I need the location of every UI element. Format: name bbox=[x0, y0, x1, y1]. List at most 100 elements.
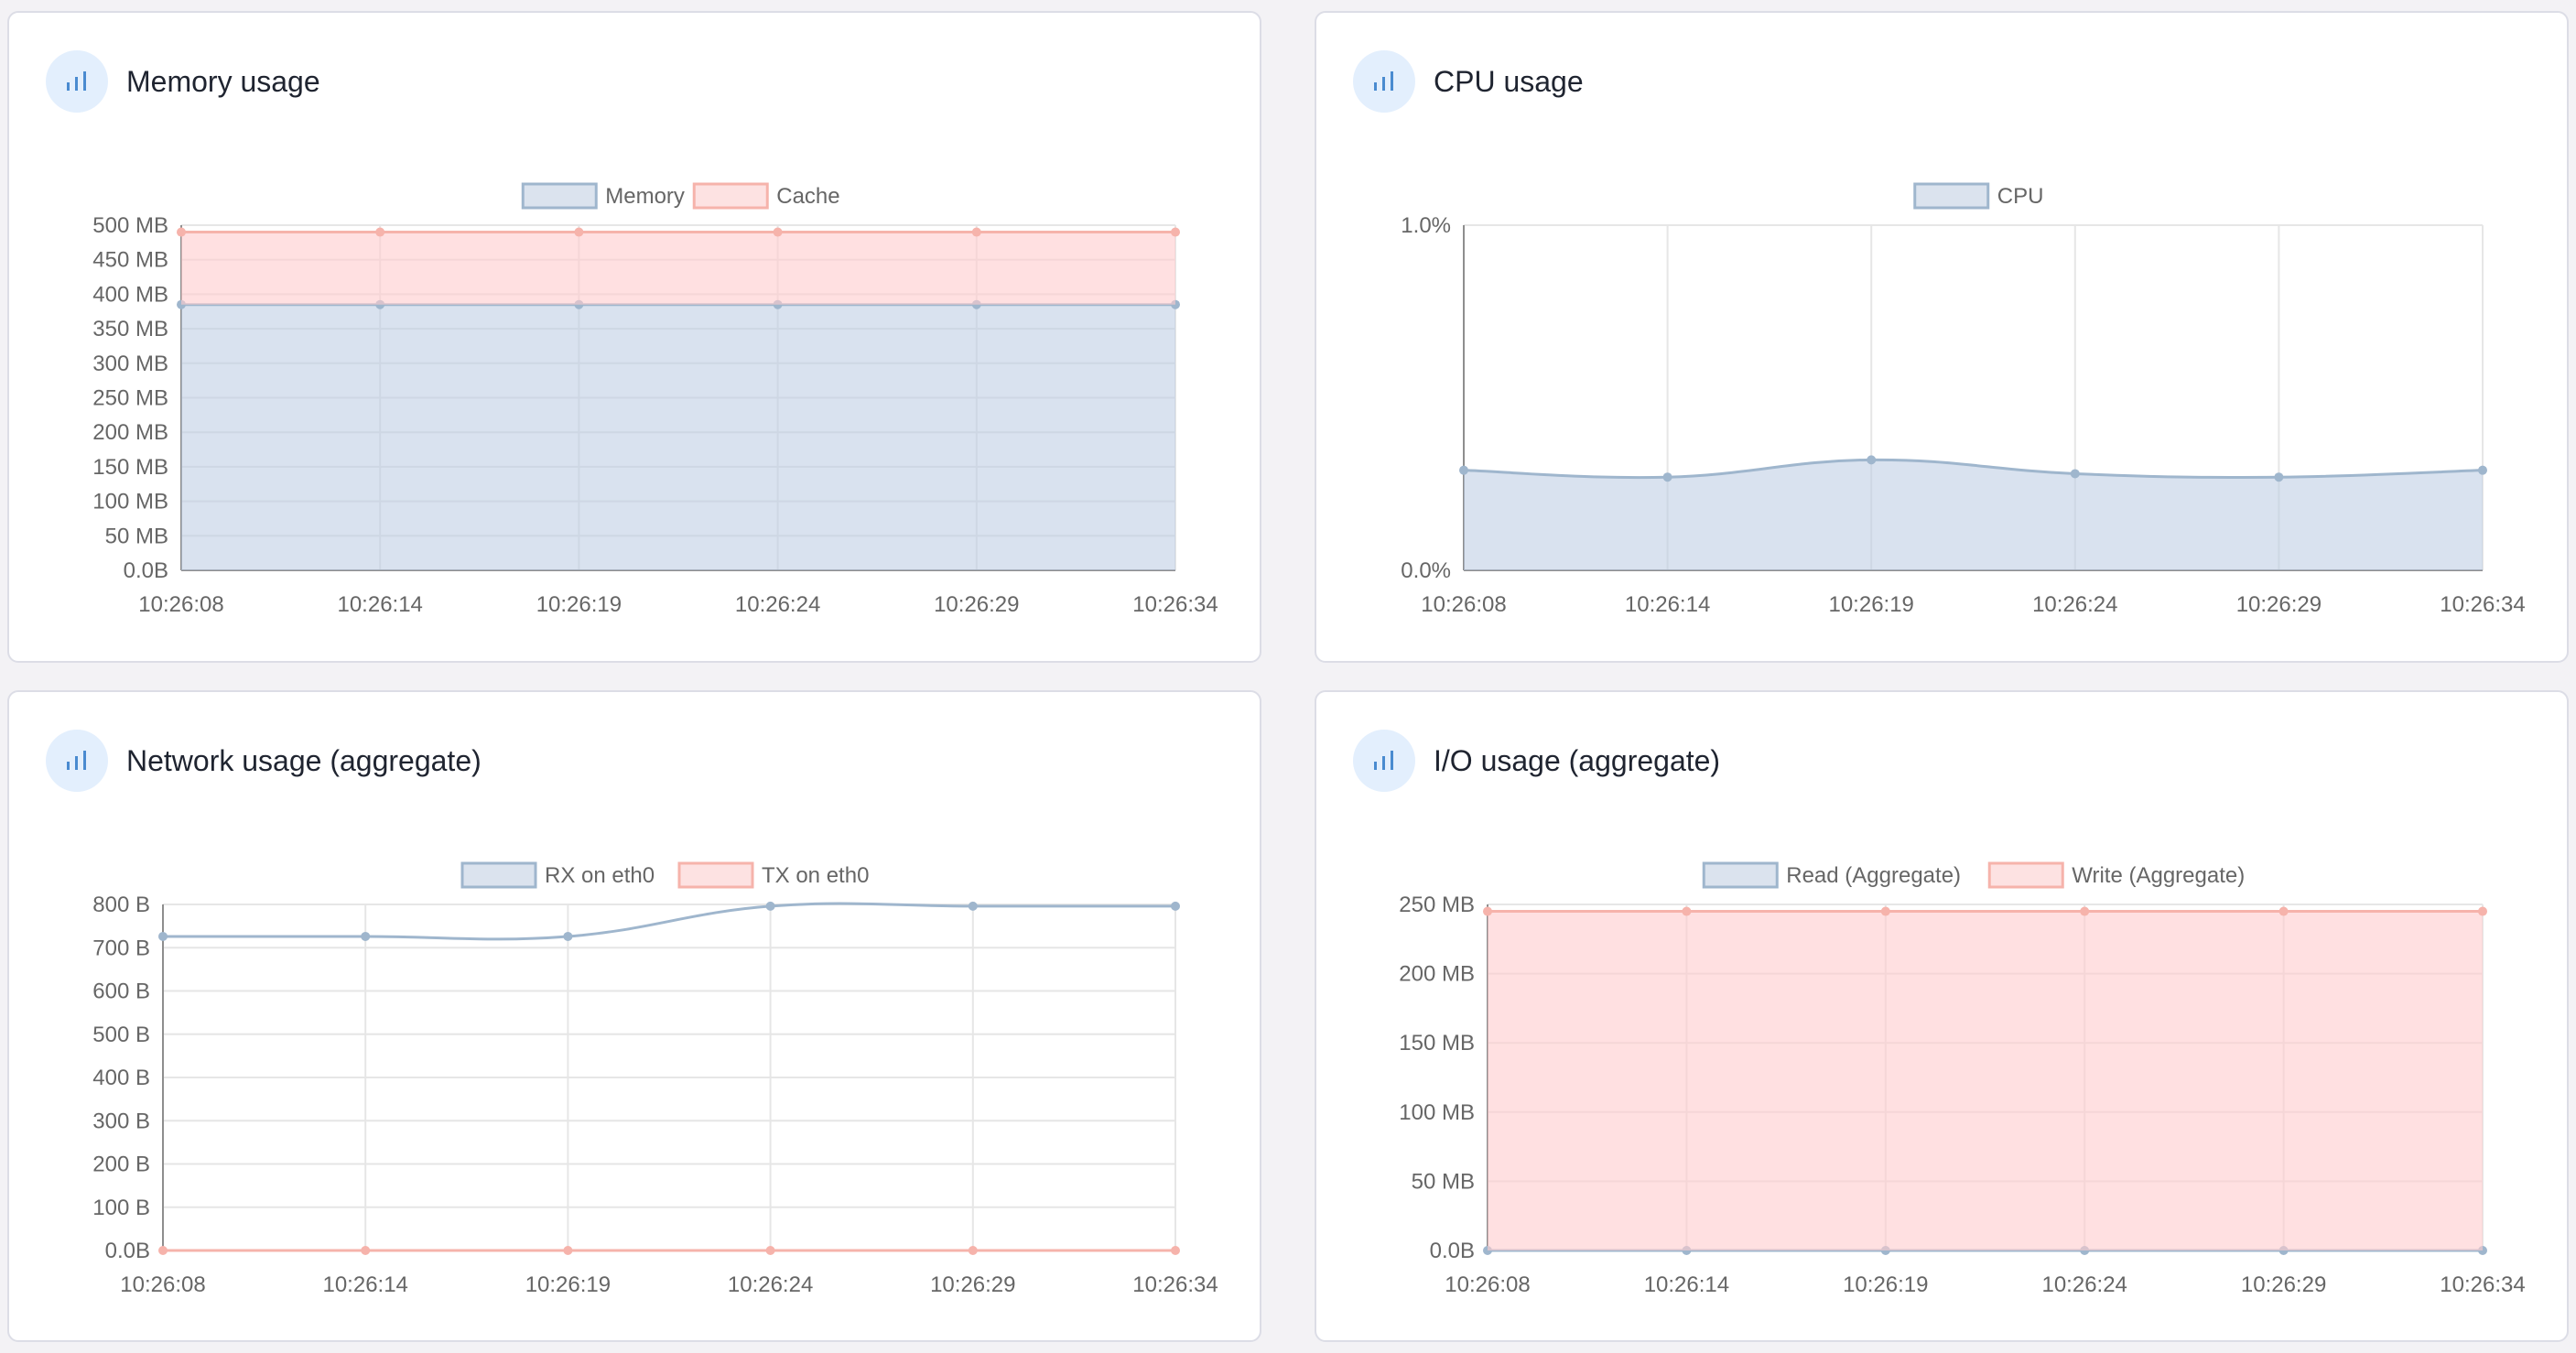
series-line bbox=[1463, 458, 2484, 480]
panel-title: I/O usage (aggregate) bbox=[1434, 743, 1721, 777]
legend: Memory Cache bbox=[521, 182, 840, 210]
legend-label[interactable]: Memory bbox=[605, 184, 685, 209]
series-group bbox=[158, 901, 1180, 1255]
x-tick-label: 10:26:19 bbox=[525, 1272, 611, 1297]
legend-swatch[interactable] bbox=[1987, 861, 2064, 889]
x-tick-label: 10:26:19 bbox=[536, 592, 622, 617]
x-tick-label: 10:26:34 bbox=[2440, 1272, 2525, 1297]
legend-swatch[interactable] bbox=[460, 861, 537, 889]
legend-swatch[interactable] bbox=[1702, 861, 1779, 889]
cpu-usage-chart: 1.0% 0.0% 10:26:08 10:26:14 10:26:19 10:26:24… bbox=[1401, 182, 2526, 617]
legend-label[interactable]: CPU bbox=[1997, 184, 2044, 209]
data-point[interactable] bbox=[1459, 465, 1468, 475]
y-tick-label: 700 B bbox=[92, 936, 150, 960]
data-point[interactable] bbox=[158, 1246, 168, 1255]
x-tick-label: 10:26:24 bbox=[2032, 592, 2117, 617]
data-point[interactable] bbox=[971, 227, 981, 237]
data-point[interactable] bbox=[1662, 472, 1672, 482]
data-point[interactable] bbox=[2070, 469, 2080, 479]
data-point[interactable] bbox=[765, 901, 775, 911]
y-tick-label: 100 MB bbox=[1399, 1100, 1475, 1125]
grid bbox=[162, 904, 1176, 1251]
y-tick-label: 250 MB bbox=[1399, 893, 1475, 917]
data-point[interactable] bbox=[2080, 906, 2090, 916]
data-point[interactable] bbox=[2274, 472, 2284, 482]
legend: CPU bbox=[1913, 182, 2044, 210]
series-line bbox=[163, 902, 1175, 941]
bar-chart-icon bbox=[1353, 730, 1415, 792]
y-tick-label: 250 MB bbox=[92, 386, 168, 411]
x-tick-label: 10:26:34 bbox=[1132, 1272, 1218, 1297]
x-tick-label: 10:26:34 bbox=[1132, 592, 1218, 617]
y-tick-label: 0.0B bbox=[1430, 1239, 1475, 1263]
y-tick-label: 150 MB bbox=[1399, 1031, 1475, 1055]
data-point[interactable] bbox=[361, 931, 371, 941]
x-tick-label: 10:26:19 bbox=[1828, 592, 1913, 617]
x-tick-label: 10:26:14 bbox=[1644, 1272, 1729, 1297]
y-tick-label: 0.0B bbox=[124, 558, 168, 583]
network-usage-chart: 800 B 700 B 600 B 500 B 400 B 300 B 200 B 100 B… bbox=[92, 861, 1218, 1297]
y-tick-label: 300 MB bbox=[92, 352, 168, 376]
cpu-usage-panel: CPU usage 1.0% 0.0% 10:26:08 10:26:14 10:26:… bbox=[1315, 11, 2569, 663]
data-point[interactable] bbox=[574, 227, 584, 237]
series-group bbox=[1459, 455, 2487, 570]
data-point[interactable] bbox=[1483, 906, 1492, 916]
data-point[interactable] bbox=[968, 901, 978, 911]
data-point[interactable] bbox=[2478, 906, 2487, 916]
series-area bbox=[1464, 460, 2483, 570]
panel-title: CPU usage bbox=[1434, 64, 1584, 98]
data-point[interactable] bbox=[773, 227, 783, 237]
network-usage-panel: Network usage (aggregate) 800 B 700 B 600 … bbox=[7, 690, 1261, 1342]
legend-swatch[interactable] bbox=[521, 182, 598, 210]
data-point[interactable] bbox=[563, 1246, 573, 1255]
panel-title: Network usage (aggregate) bbox=[126, 743, 482, 777]
legend-label[interactable]: Cache bbox=[776, 184, 839, 209]
data-point[interactable] bbox=[158, 931, 168, 941]
data-point[interactable] bbox=[2478, 465, 2487, 475]
data-point[interactable] bbox=[1171, 901, 1180, 911]
bar-chart-icon bbox=[46, 50, 108, 113]
data-point[interactable] bbox=[1682, 906, 1692, 916]
x-tick-label: 10:26:08 bbox=[1445, 1272, 1530, 1297]
data-point[interactable] bbox=[1171, 1246, 1180, 1255]
x-tick-label: 10:26:29 bbox=[934, 592, 1019, 617]
legend-label[interactable]: RX on eth0 bbox=[545, 863, 655, 888]
data-point[interactable] bbox=[765, 1246, 775, 1255]
memory-usage-panel: Memory usage 500 MB 450 MB 400 MB 350 MB 300… bbox=[7, 11, 1261, 663]
panel-header: I/O usage (aggregate) bbox=[1353, 729, 1720, 793]
y-tick-label: 0.0B bbox=[105, 1239, 150, 1263]
legend-label[interactable]: Write (Aggregate) bbox=[2072, 863, 2245, 888]
x-tick-label: 10:26:24 bbox=[2041, 1272, 2127, 1297]
x-tick-label: 10:26:08 bbox=[120, 1272, 205, 1297]
y-tick-label: 200 B bbox=[92, 1153, 150, 1177]
x-tick-label: 10:26:24 bbox=[735, 592, 820, 617]
y-tick-label: 800 B bbox=[92, 893, 150, 917]
data-point[interactable] bbox=[361, 1246, 371, 1255]
io-usage-panel: I/O usage (aggregate) 250 MB 200 MB 150 MB… bbox=[1315, 690, 2569, 1342]
legend-swatch[interactable] bbox=[692, 182, 769, 210]
series-area bbox=[1488, 911, 2483, 1250]
legend-label[interactable]: Read (Aggregate) bbox=[1786, 863, 1961, 888]
data-point[interactable] bbox=[1867, 455, 1877, 465]
x-tick-label: 10:26:08 bbox=[138, 592, 223, 617]
data-point[interactable] bbox=[1171, 227, 1180, 237]
data-point[interactable] bbox=[1880, 906, 1890, 916]
legend-swatch[interactable] bbox=[677, 861, 754, 889]
x-tick-label: 10:26:29 bbox=[2236, 592, 2322, 617]
data-point[interactable] bbox=[375, 227, 385, 237]
data-point[interactable] bbox=[177, 227, 186, 237]
legend-swatch[interactable] bbox=[1913, 182, 1990, 210]
y-tick-label: 400 B bbox=[92, 1066, 150, 1090]
y-tick-label: 350 MB bbox=[92, 317, 168, 341]
panel-header: Network usage (aggregate) bbox=[46, 729, 482, 793]
y-tick-label: 200 MB bbox=[92, 420, 168, 445]
y-tick-label: 450 MB bbox=[92, 248, 168, 273]
y-tick-label: 100 B bbox=[92, 1196, 150, 1220]
data-point[interactable] bbox=[968, 1246, 978, 1255]
y-tick-label: 500 MB bbox=[92, 213, 168, 238]
x-tick-label: 10:26:29 bbox=[2241, 1272, 2326, 1297]
data-point[interactable] bbox=[2278, 906, 2289, 916]
data-point[interactable] bbox=[563, 931, 573, 941]
series-group bbox=[177, 227, 1180, 570]
legend-label[interactable]: TX on eth0 bbox=[762, 863, 869, 888]
